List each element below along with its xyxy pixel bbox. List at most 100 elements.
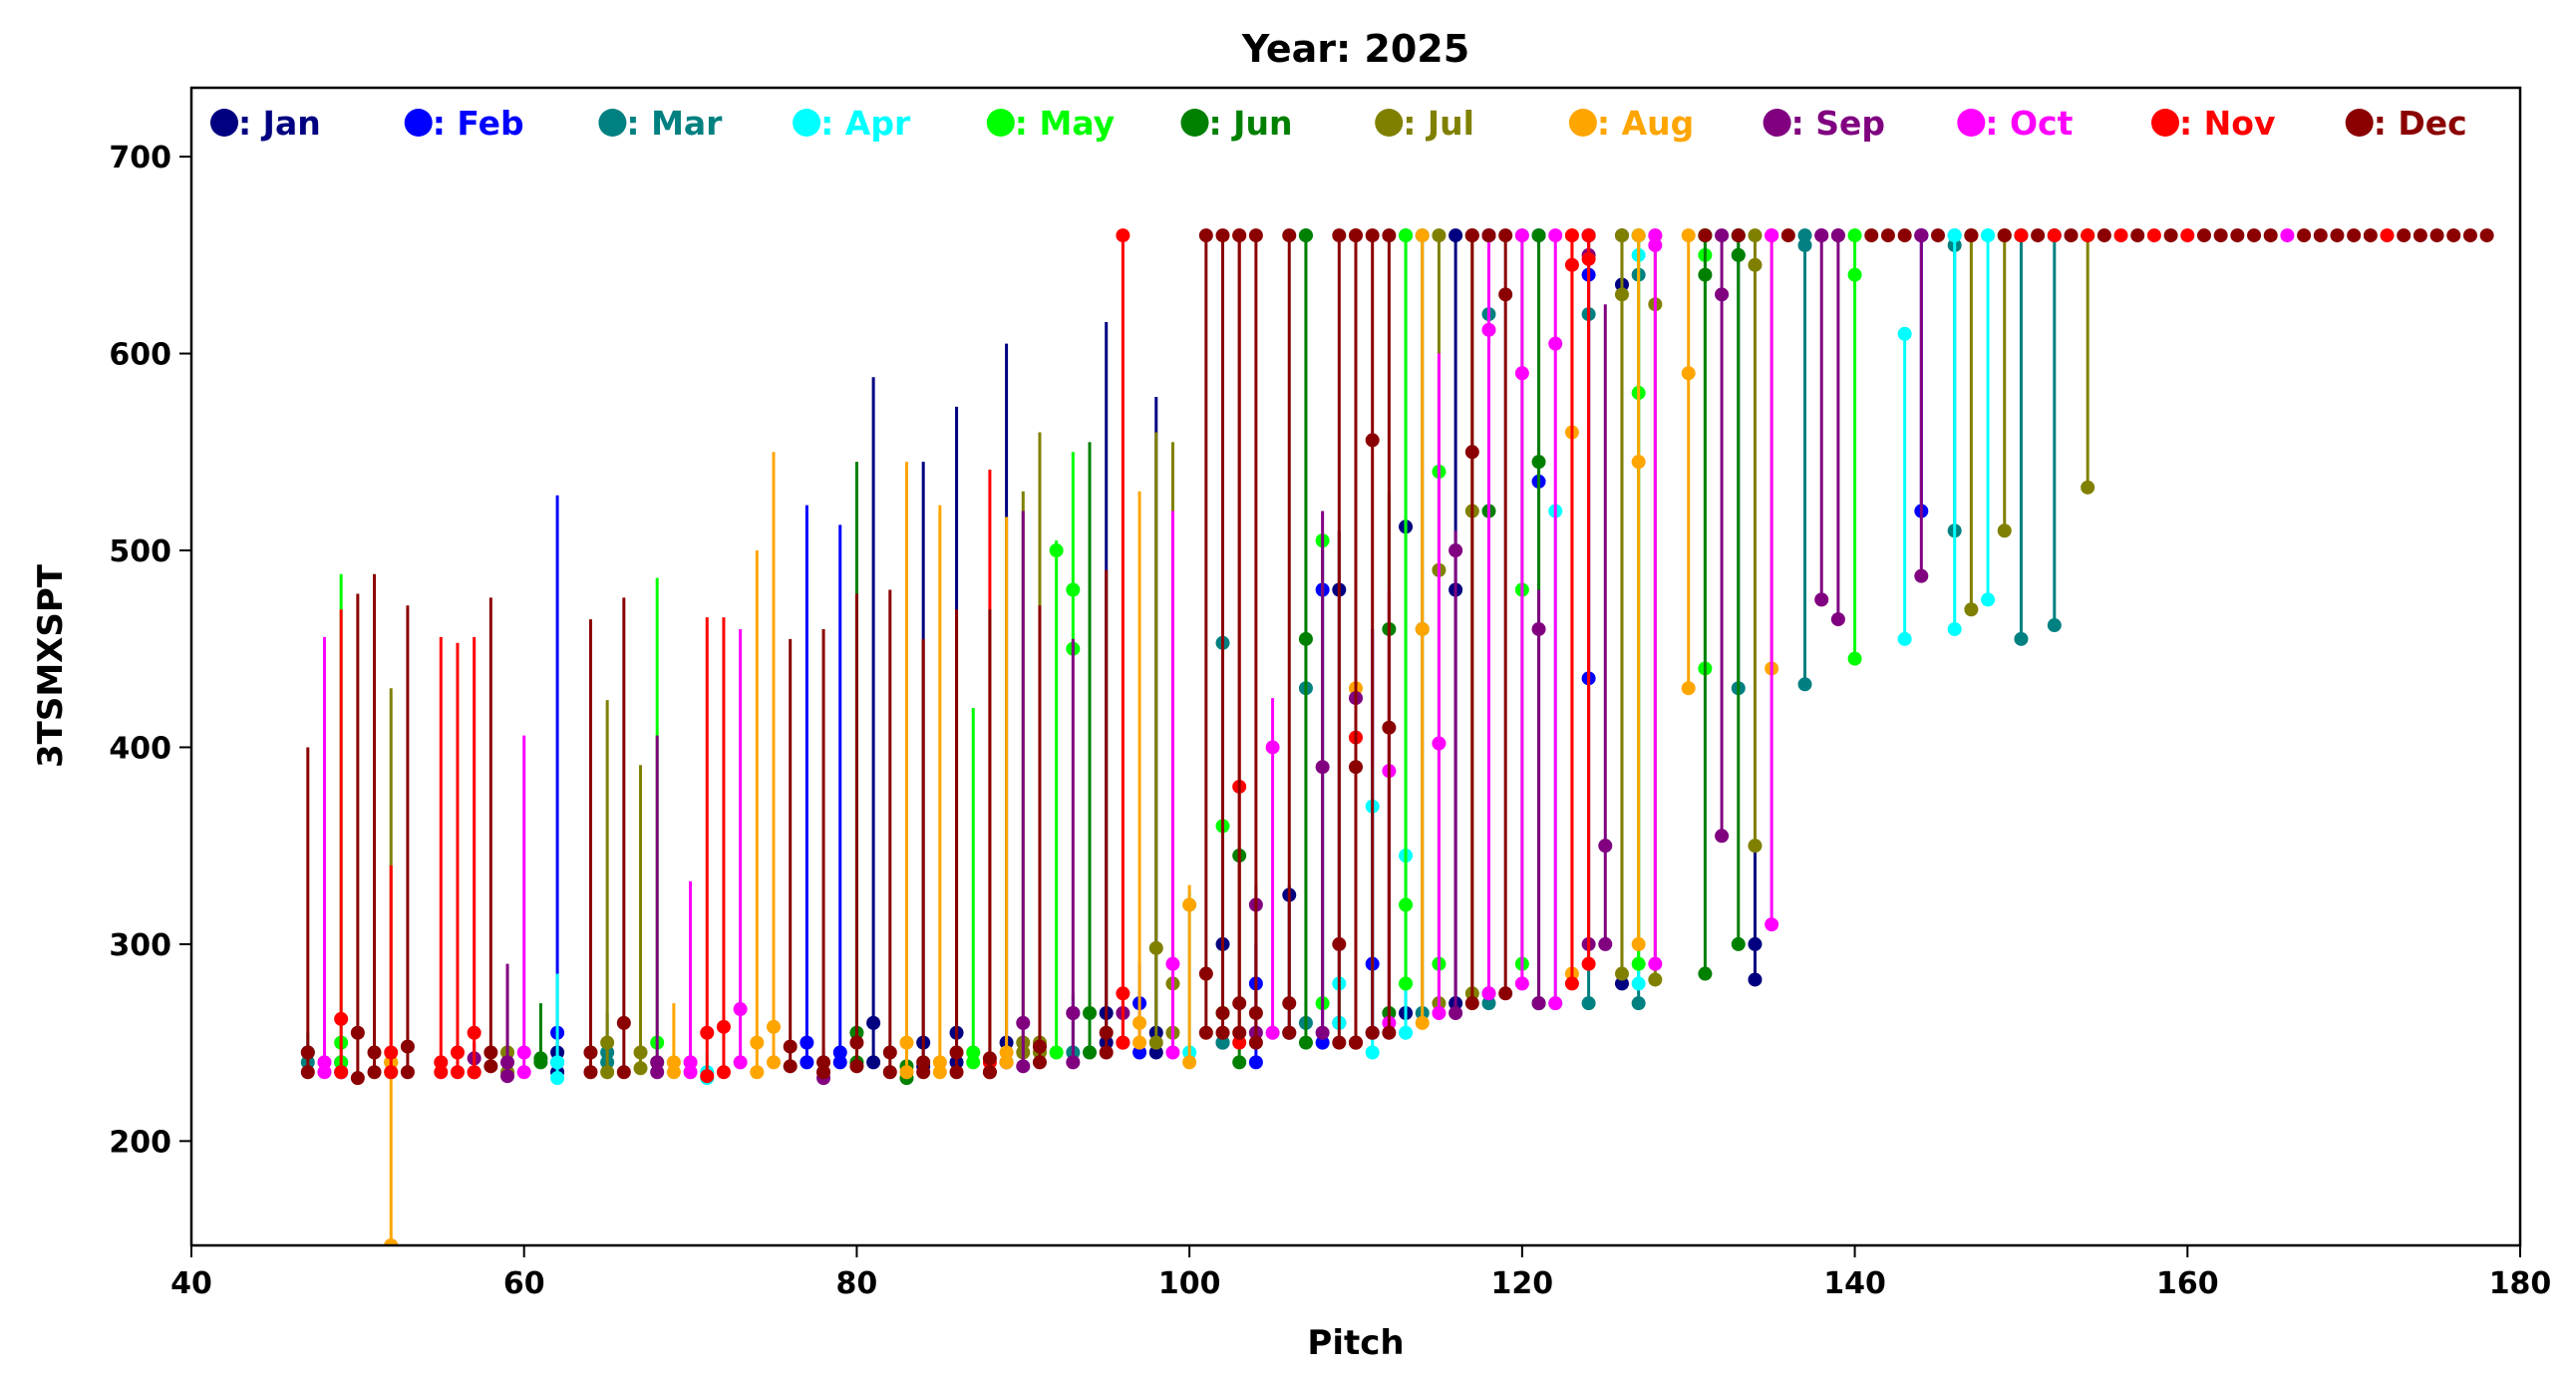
data-point: [1947, 228, 1962, 243]
data-point: [1399, 976, 1414, 991]
data-point: [1032, 1039, 1047, 1054]
y-tick-label: 400: [109, 731, 171, 766]
data-point: [1897, 326, 1912, 341]
data-point: [1581, 228, 1596, 243]
data-point: [1066, 1006, 1081, 1021]
data-point: [1947, 621, 1962, 636]
data-point: [1598, 839, 1613, 854]
series-mar: [300, 228, 2062, 1070]
data-point: [1748, 228, 1763, 243]
data-point: [1116, 986, 1130, 1001]
data-point: [2163, 228, 2178, 243]
legend-marker-icon: [1568, 109, 1597, 137]
data-point: [1797, 237, 1812, 252]
plot-area: [300, 228, 2494, 1245]
legend-item: : Dec: [2345, 104, 2467, 143]
data-point: [1531, 455, 1546, 470]
data-point: [1531, 228, 1546, 243]
data-point: [317, 1055, 332, 1070]
data-point: [2479, 228, 2494, 243]
data-point: [1797, 228, 1812, 243]
data-point: [1780, 228, 1795, 243]
data-point: [750, 1065, 765, 1080]
data-point: [716, 1019, 731, 1034]
data-point: [384, 1238, 399, 1245]
data-point: [1931, 228, 1945, 243]
legend-label: : Oct: [1985, 104, 2073, 143]
data-point: [1914, 228, 1929, 243]
data-point: [1198, 966, 1213, 981]
y-tick-label: 200: [109, 1125, 171, 1160]
legend-marker-icon: [2345, 109, 2374, 137]
data-point: [1481, 986, 1496, 1001]
data-point: [1232, 1025, 1247, 1040]
data-point: [1165, 1045, 1180, 1060]
x-tick-label: 40: [170, 1266, 212, 1301]
data-point: [916, 1055, 931, 1070]
data-point: [999, 1055, 1014, 1070]
data-point: [1997, 523, 2012, 538]
legend-label: : Nov: [2179, 104, 2276, 143]
data-point: [1132, 1015, 1147, 1030]
data-point: [966, 1055, 981, 1070]
data-point: [1332, 1035, 1347, 1050]
data-point: [1681, 228, 1696, 243]
data-point: [616, 1065, 631, 1080]
data-point: [1731, 228, 1746, 243]
data-point: [1847, 651, 1862, 666]
data-point: [1464, 228, 1479, 243]
data-point: [1298, 228, 1313, 243]
data-point: [1182, 897, 1197, 912]
data-point: [2446, 228, 2461, 243]
data-point: [2347, 228, 2362, 243]
data-point: [1514, 366, 1529, 381]
data-point: [434, 1055, 449, 1070]
data-point: [1997, 228, 2012, 243]
data-point: [483, 1059, 498, 1074]
data-point: [1282, 228, 1297, 243]
data-point: [1382, 228, 1397, 243]
data-point: [1481, 228, 1496, 243]
data-point: [300, 1065, 315, 1080]
data-point: [1614, 228, 1629, 243]
legend-label: : Jun: [1209, 104, 1293, 143]
data-point: [733, 1002, 748, 1017]
data-point: [1614, 966, 1629, 981]
data-point: [2196, 228, 2211, 243]
y-axis-label: 3TSMXSPT: [31, 563, 71, 768]
data-point: [334, 1011, 349, 1026]
data-point: [1116, 1035, 1130, 1050]
data-point: [1748, 257, 1763, 272]
y-tick-label: 700: [109, 141, 171, 175]
data-point: [1049, 543, 1064, 558]
legend-label: : Aug: [1597, 104, 1694, 143]
data-point: [583, 1065, 598, 1080]
data-point: [1083, 1006, 1098, 1021]
y-tick-label: 300: [109, 928, 171, 963]
data-point: [1598, 936, 1613, 951]
legend-item: : Nov: [2151, 104, 2276, 143]
data-point: [866, 1055, 881, 1070]
data-point: [1548, 996, 1563, 1011]
data-point: [1315, 1035, 1330, 1050]
data-point: [1232, 228, 1247, 243]
legend-label: : May: [1015, 104, 1115, 143]
data-point: [334, 1065, 349, 1080]
data-point: [633, 1061, 648, 1076]
data-point: [1765, 917, 1779, 932]
data-point: [1748, 972, 1763, 987]
data-point: [1099, 1045, 1114, 1060]
data-point: [1365, 228, 1380, 243]
data-point: [1382, 720, 1397, 735]
data-point: [1698, 966, 1713, 981]
data-point: [1282, 1025, 1297, 1040]
legend-item: : May: [986, 104, 1115, 143]
data-point: [384, 1065, 399, 1080]
data-point: [1847, 267, 1862, 282]
data-point: [1049, 1045, 1064, 1060]
data-point: [1814, 228, 1829, 243]
data-point: [1564, 976, 1579, 991]
data-point: [1864, 228, 1879, 243]
data-point: [1232, 1055, 1247, 1070]
data-point: [882, 1045, 897, 1060]
